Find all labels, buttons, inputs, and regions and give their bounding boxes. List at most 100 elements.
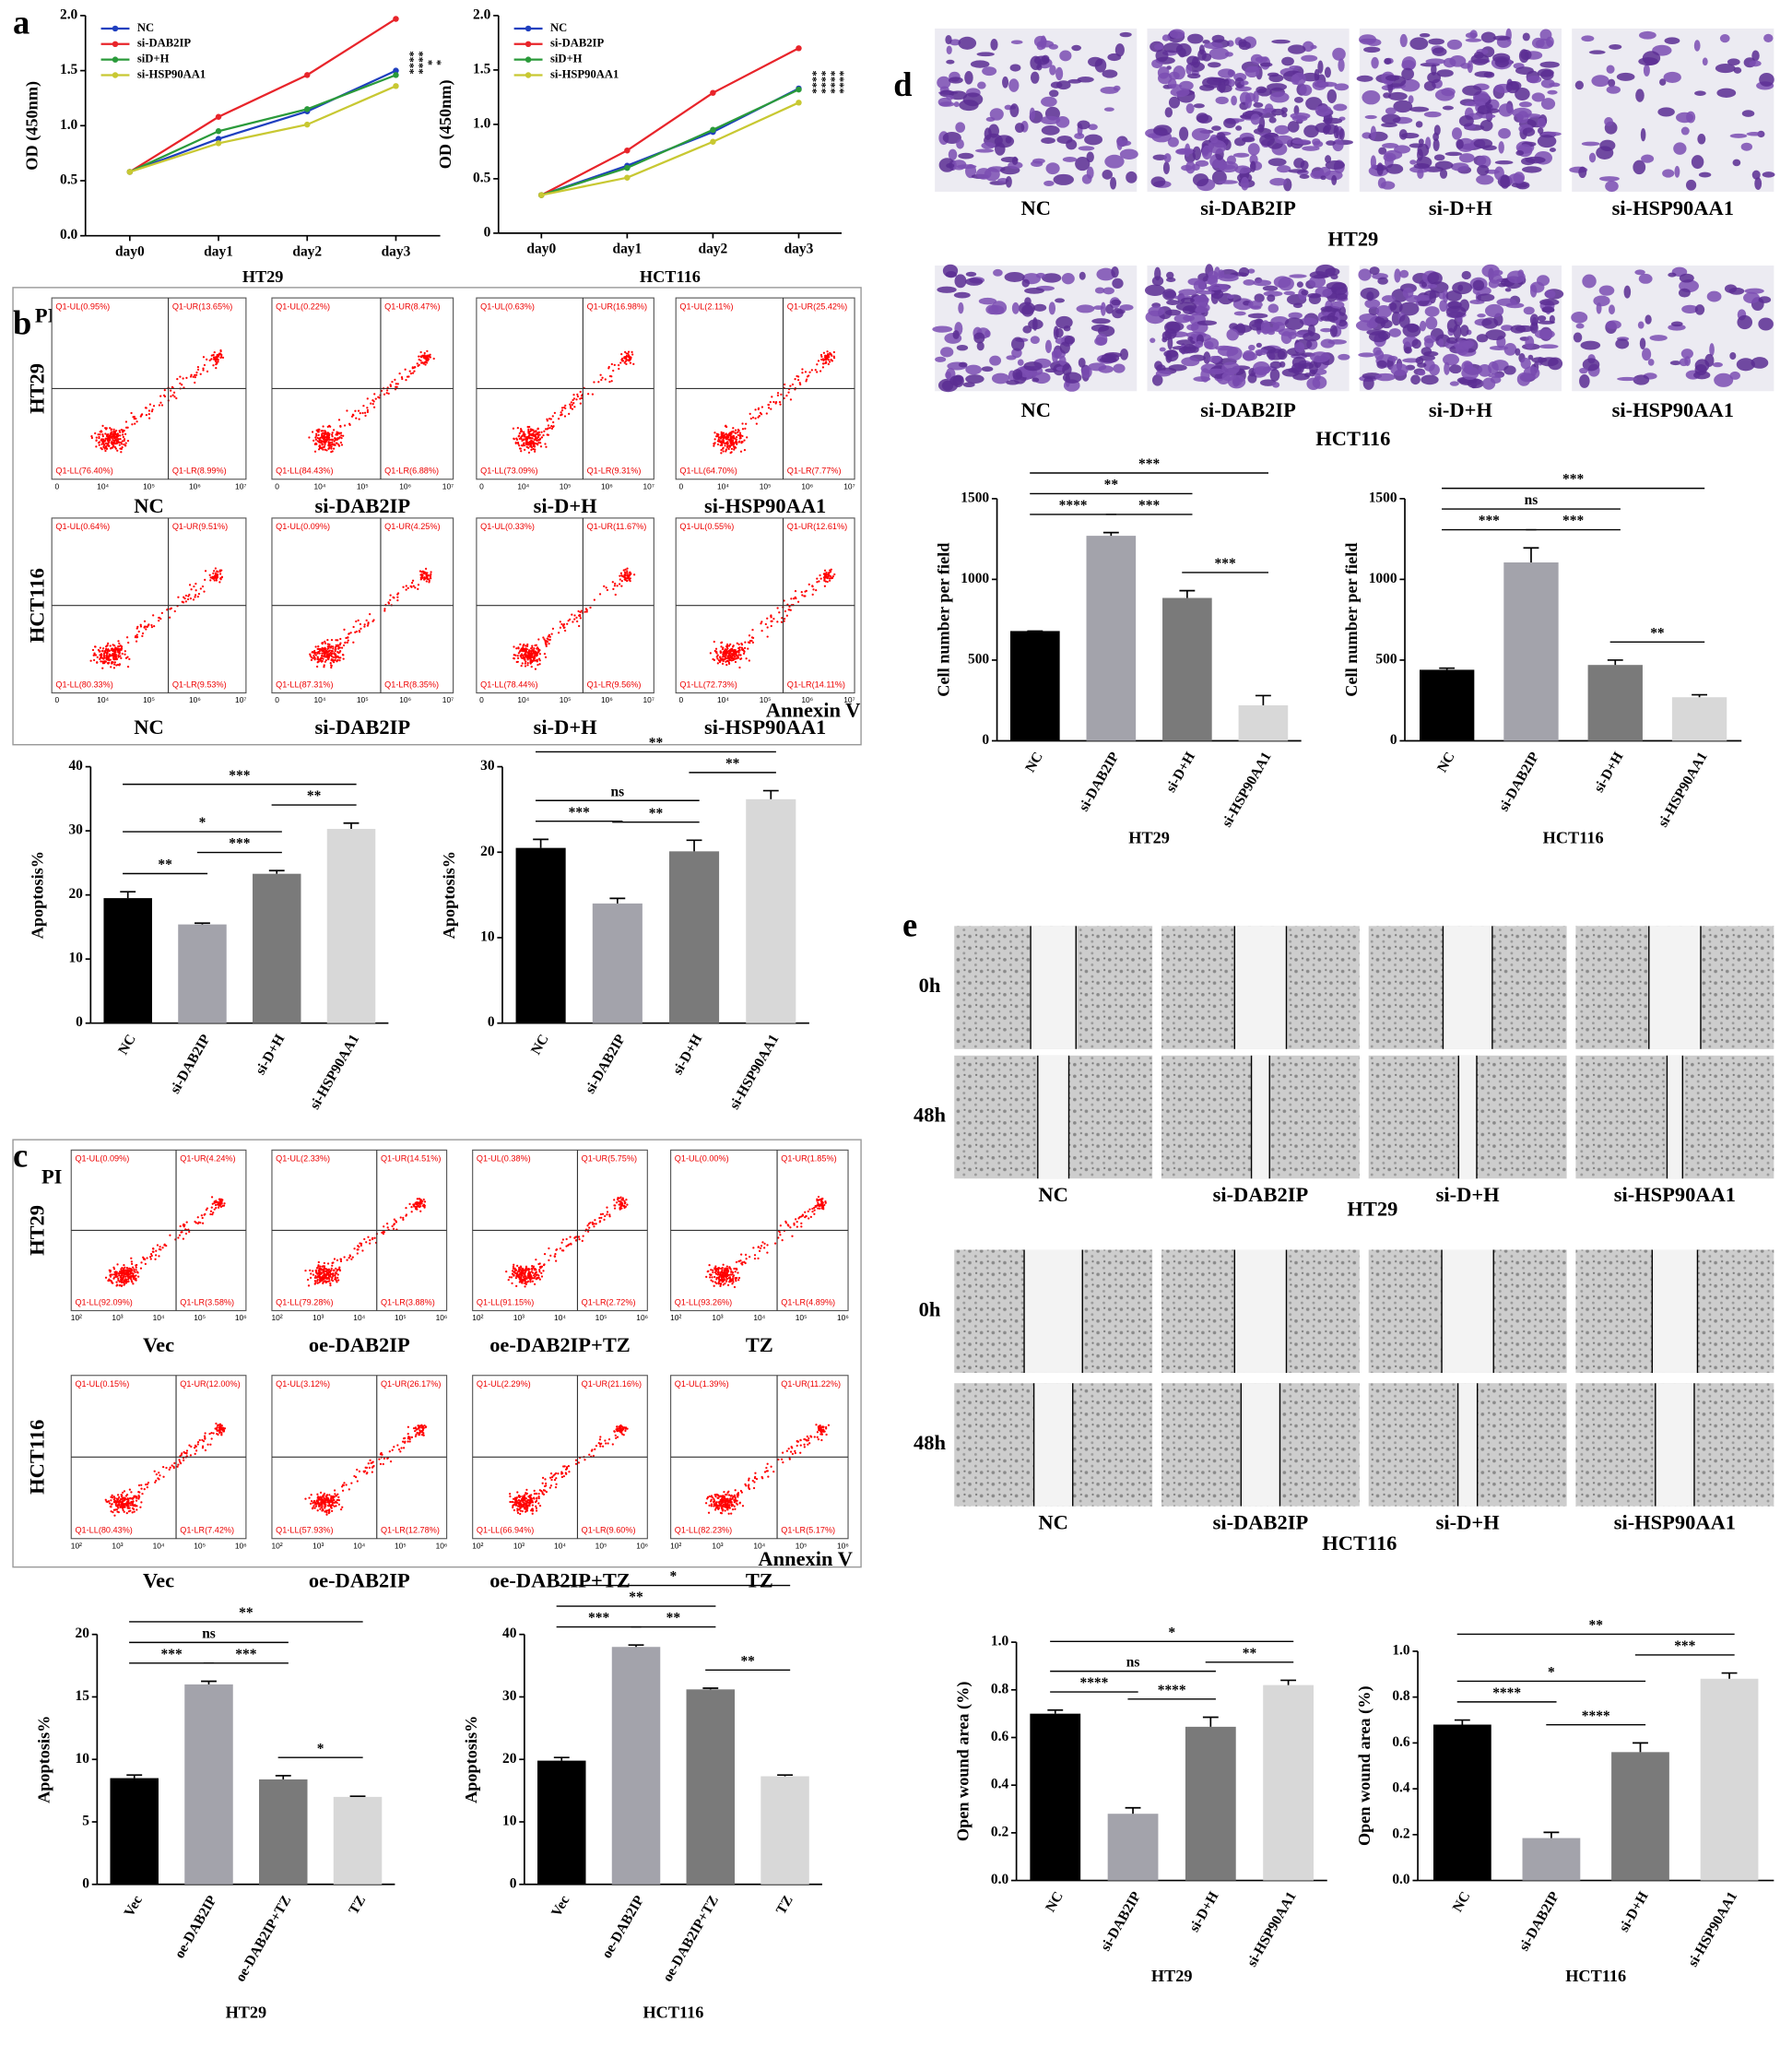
flow-dot <box>726 1283 730 1286</box>
flow-dot <box>132 1277 135 1280</box>
flow-dot <box>737 1279 740 1282</box>
flow-dot <box>760 1245 763 1247</box>
flow-dot <box>327 1271 330 1274</box>
quadrant-label: Q1-LL(93.26%) <box>675 1298 732 1307</box>
flow-dot <box>210 1196 214 1199</box>
flow-dot <box>116 1498 119 1501</box>
flow-dot <box>128 1488 132 1491</box>
flow-dot <box>363 1237 366 1241</box>
flow-dot <box>338 436 341 439</box>
quadrant-label: Q1-LL(80.43%) <box>75 1526 132 1535</box>
flow-dot <box>135 1266 137 1269</box>
flow-dot <box>355 417 358 420</box>
flow-tick-label: 10⁶ <box>189 695 201 704</box>
flow-dot <box>608 1213 611 1216</box>
flow-dot <box>312 1502 314 1505</box>
flow-dot <box>113 436 116 440</box>
flow-dot <box>118 1274 121 1277</box>
flow-dot <box>525 443 528 446</box>
flow-dot <box>547 424 550 427</box>
flow-dot <box>177 1236 180 1239</box>
significance-label: **** <box>1158 1683 1186 1698</box>
flow-dot <box>356 1480 359 1483</box>
flow-dot <box>125 636 129 639</box>
flow-dot <box>132 1504 135 1507</box>
flow-dot <box>127 1510 131 1513</box>
flow-dot <box>567 620 570 622</box>
flow-dot <box>124 1269 127 1271</box>
flow-dot <box>202 369 205 372</box>
flow-dot <box>118 642 121 645</box>
flow-dot <box>101 433 104 436</box>
flow-dot <box>213 357 216 361</box>
flow-dot <box>196 1222 199 1225</box>
flow-dot <box>337 419 341 421</box>
flow-dot <box>598 1220 602 1223</box>
flow-dot <box>627 350 631 353</box>
flow-dot <box>560 1475 564 1479</box>
flow-dot <box>408 370 411 372</box>
flow-dot <box>311 651 313 654</box>
bar <box>1030 1713 1081 1881</box>
flow-dot <box>336 1498 339 1502</box>
flow-dot <box>521 1268 524 1271</box>
flow-dot <box>574 1462 578 1465</box>
flow-dot <box>744 641 747 644</box>
flow-dot <box>378 396 381 399</box>
flow-dot <box>111 435 114 438</box>
flow-dot <box>721 1274 724 1278</box>
flow-dot <box>619 1203 622 1206</box>
flow-dot <box>720 436 724 439</box>
flow-dot <box>778 611 781 614</box>
flow-dot <box>757 416 760 419</box>
flow-dot <box>736 443 738 445</box>
flow-dot <box>131 1262 134 1265</box>
flow-dot <box>724 435 727 439</box>
flow-dot <box>369 1238 371 1242</box>
flow-dot <box>309 1502 312 1505</box>
flow-dot <box>411 367 414 370</box>
flow-dot <box>316 665 319 668</box>
flow-dot <box>112 431 115 433</box>
flow-dot <box>201 585 205 588</box>
flow-dot <box>362 404 365 408</box>
flow-dot <box>628 354 631 357</box>
flow-dot <box>817 1204 819 1207</box>
flow-dot <box>326 643 329 645</box>
flow-dot <box>749 639 752 643</box>
flow-dot <box>362 1470 365 1472</box>
flow-dot <box>626 572 629 574</box>
flow-dot <box>350 415 354 418</box>
flow-dot <box>713 1284 715 1287</box>
flow-dot <box>720 452 723 455</box>
flow-dot <box>327 654 330 656</box>
flow-dot <box>218 353 220 356</box>
flow-dot <box>757 1257 760 1260</box>
flow-dot <box>214 1203 218 1207</box>
flow-dot <box>122 433 124 436</box>
flow-dot <box>553 1473 556 1476</box>
flow-dot <box>827 572 831 574</box>
flow-dot <box>188 584 192 586</box>
flow-dot <box>331 1499 334 1502</box>
flow-dot <box>611 581 614 584</box>
flow-dot <box>530 446 534 449</box>
y-tick-label: 1.0 <box>991 1634 1009 1649</box>
flow-dot <box>538 1266 541 1269</box>
flow-dot <box>118 1495 121 1499</box>
flow-dot <box>731 649 734 652</box>
flow-dot <box>542 434 545 437</box>
flow-tick-label: 10⁶ <box>601 695 613 704</box>
flow-dot <box>555 1259 558 1262</box>
flow-dot <box>122 1503 124 1506</box>
flow-dot <box>158 1472 160 1474</box>
flow-dot <box>822 358 826 361</box>
flow-dot <box>159 1246 161 1248</box>
flow-dot <box>110 1280 113 1283</box>
flow-dot <box>168 1468 171 1471</box>
flow-dot <box>737 1271 739 1274</box>
flow-dot <box>137 1497 140 1500</box>
x-tick-label: si-D+H <box>670 1032 705 1078</box>
flow-dot <box>729 438 732 441</box>
flow-dot <box>309 1276 312 1279</box>
